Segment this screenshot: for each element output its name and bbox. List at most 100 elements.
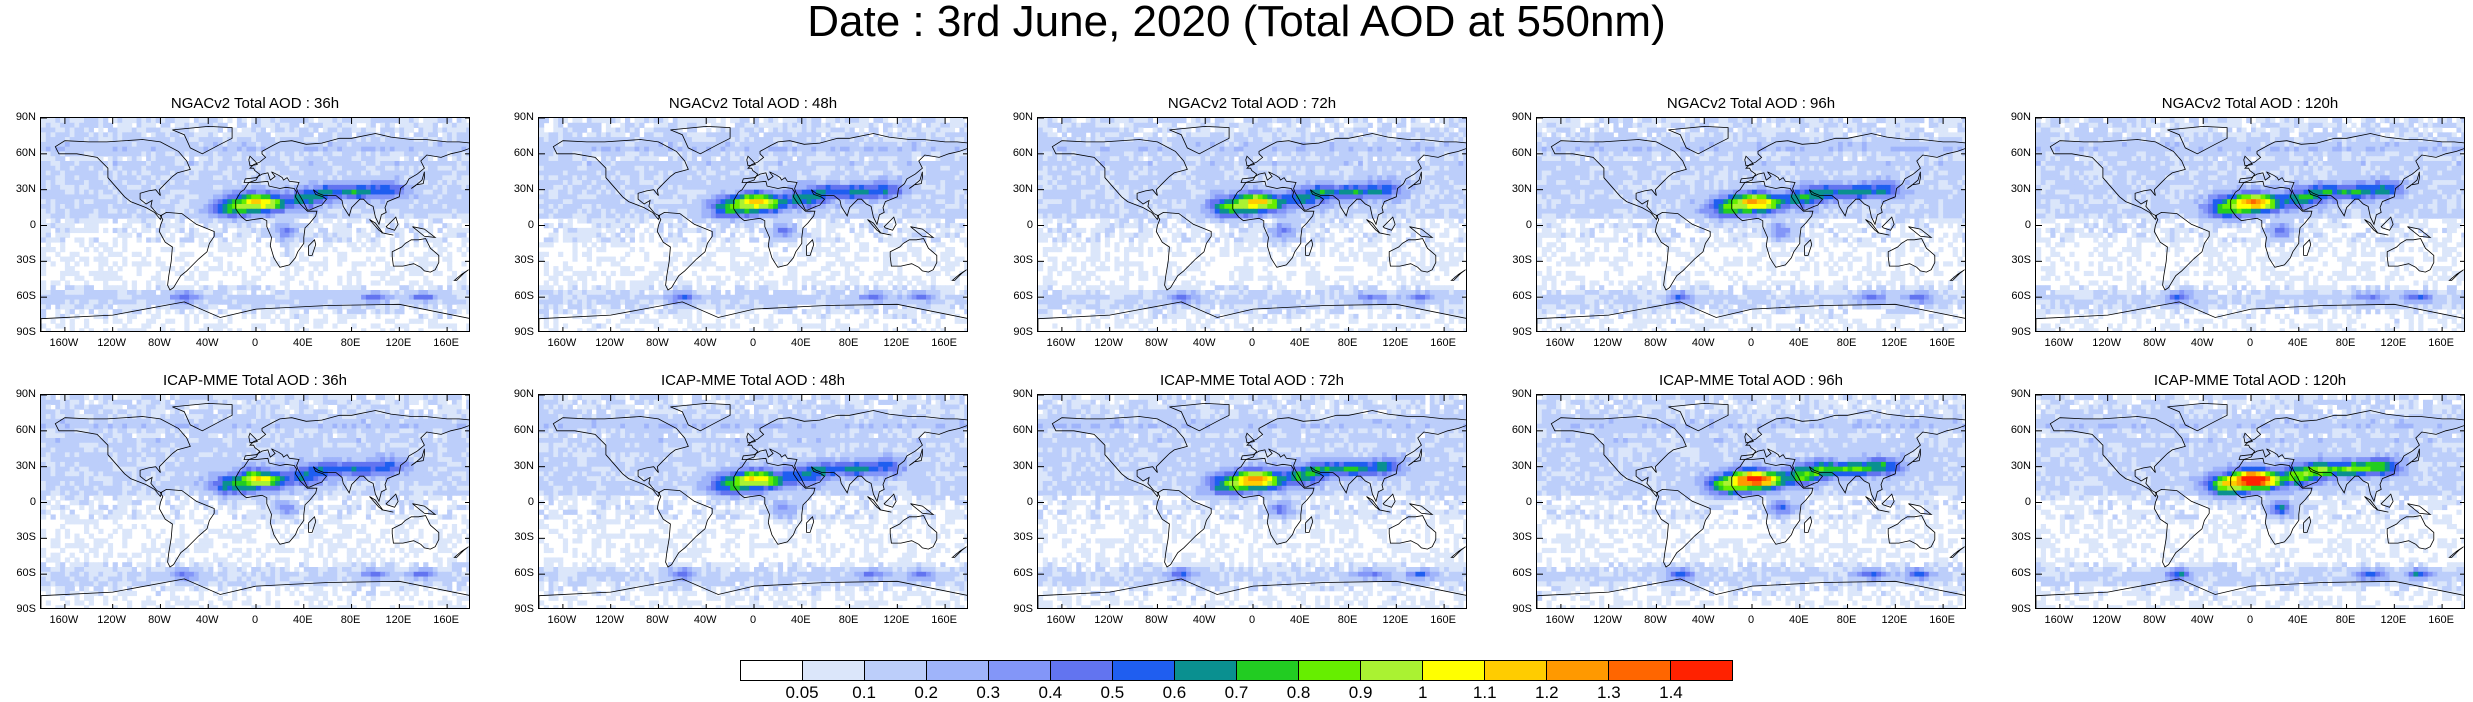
lon-tick-label: 0 xyxy=(2230,337,2270,349)
lat-tick-label: 60N xyxy=(0,424,36,436)
lat-tick-label: 30N xyxy=(1496,183,1532,195)
lat-tick-label: 60N xyxy=(1496,147,1532,159)
lat-tick-label: 90N xyxy=(1496,111,1532,123)
lon-tick-label: 120W xyxy=(1089,337,1129,349)
lon-tick-label: 80W xyxy=(2134,614,2174,626)
lat-tick-label: 30S xyxy=(1496,254,1532,266)
lon-tick-label: 120W xyxy=(590,337,630,349)
colorbar-swatch xyxy=(1609,661,1671,680)
lon-tick-label: 160W xyxy=(44,614,84,626)
lat-tick-label: 30S xyxy=(1995,531,2031,543)
lat-tick-label: 90S xyxy=(0,603,36,615)
panel-title: NGACv2 Total AOD : 96h xyxy=(1536,95,1966,113)
lat-tick-label: 30N xyxy=(997,460,1033,472)
lat-tick-label: 60N xyxy=(1496,424,1532,436)
lon-tick-label: 80W xyxy=(139,337,179,349)
lat-tick-label: 90S xyxy=(0,326,36,338)
lat-tick-label: 60S xyxy=(1995,290,2031,302)
colorbar-swatch xyxy=(1175,661,1237,680)
lat-tick-label: 90N xyxy=(1995,388,2031,400)
lon-tick-label: 80W xyxy=(1635,337,1675,349)
lat-tick-label: 60S xyxy=(498,290,534,302)
colorbar-swatch xyxy=(741,661,803,680)
colorbar-swatch xyxy=(1485,661,1547,680)
aod-colorbar xyxy=(740,660,1733,681)
lat-tick-label: 60S xyxy=(997,567,1033,579)
lon-tick-label: 40W xyxy=(685,614,725,626)
lon-tick-label: 80W xyxy=(1635,614,1675,626)
lat-tick-label: 90S xyxy=(997,603,1033,615)
aod-map xyxy=(538,394,968,609)
lon-tick-label: 120E xyxy=(1874,337,1914,349)
lat-tick-label: 30N xyxy=(1995,460,2031,472)
lon-tick-label: 160W xyxy=(542,614,582,626)
aod-map xyxy=(538,117,968,332)
colorbar-swatch xyxy=(1361,661,1423,680)
lon-tick-label: 160W xyxy=(2039,337,2079,349)
lat-tick-label: 0 xyxy=(498,219,534,231)
lon-tick-label: 160W xyxy=(542,337,582,349)
lon-tick-label: 40E xyxy=(283,614,323,626)
lon-tick-label: 160E xyxy=(1423,614,1463,626)
lat-tick-label: 30N xyxy=(997,183,1033,195)
lon-tick-label: 80E xyxy=(331,337,371,349)
lon-tick-label: 160E xyxy=(2421,614,2461,626)
lon-tick-label: 80E xyxy=(1827,614,1867,626)
lon-tick-label: 120E xyxy=(378,614,418,626)
lon-tick-label: 0 xyxy=(733,614,773,626)
colorbar-label: 0.05 xyxy=(782,684,822,701)
colorbar-swatch xyxy=(989,661,1051,680)
lon-tick-label: 120E xyxy=(2373,337,2413,349)
panel-title: ICAP-MME Total AOD : 36h xyxy=(40,372,470,390)
colorbar-swatch xyxy=(1299,661,1361,680)
lat-tick-label: 60N xyxy=(0,147,36,159)
lon-tick-label: 120W xyxy=(1588,614,1628,626)
lat-tick-label: 90S xyxy=(1995,326,2031,338)
lon-tick-label: 40W xyxy=(1683,337,1723,349)
lon-tick-label: 160E xyxy=(426,337,466,349)
lon-tick-label: 120E xyxy=(2373,614,2413,626)
lon-tick-label: 120W xyxy=(590,614,630,626)
lat-tick-label: 90N xyxy=(1995,111,2031,123)
lat-tick-label: 0 xyxy=(498,496,534,508)
lat-tick-label: 60S xyxy=(1496,567,1532,579)
aod-map xyxy=(40,117,470,332)
lon-tick-label: 40E xyxy=(781,614,821,626)
lon-tick-label: 80E xyxy=(829,614,869,626)
lon-tick-label: 40W xyxy=(1683,614,1723,626)
lon-tick-label: 120W xyxy=(2087,337,2127,349)
aod-map xyxy=(2035,117,2465,332)
lon-tick-label: 40W xyxy=(2182,614,2222,626)
colorbar-swatch xyxy=(927,661,989,680)
aod-map xyxy=(1536,394,1966,609)
lon-tick-label: 40E xyxy=(1280,337,1320,349)
lon-tick-label: 40E xyxy=(283,337,323,349)
lon-tick-label: 0 xyxy=(733,337,773,349)
lon-tick-label: 80E xyxy=(2326,337,2366,349)
lat-tick-label: 90N xyxy=(0,388,36,400)
colorbar-swatch xyxy=(803,661,865,680)
lon-tick-label: 40E xyxy=(2278,337,2318,349)
lon-tick-label: 40W xyxy=(1184,614,1224,626)
lon-tick-label: 120E xyxy=(1375,614,1415,626)
lat-tick-label: 0 xyxy=(997,496,1033,508)
aod-map xyxy=(1536,117,1966,332)
colorbar-swatch xyxy=(1423,661,1485,680)
lon-tick-label: 80E xyxy=(1328,337,1368,349)
lon-tick-label: 40E xyxy=(1280,614,1320,626)
lon-tick-label: 120W xyxy=(92,337,132,349)
lat-tick-label: 60S xyxy=(1496,290,1532,302)
lat-tick-label: 90N xyxy=(997,388,1033,400)
panel-title: NGACv2 Total AOD : 120h xyxy=(2035,95,2465,113)
lat-tick-label: 60S xyxy=(0,567,36,579)
lon-tick-label: 40W xyxy=(2182,337,2222,349)
colorbar-swatch xyxy=(1113,661,1175,680)
lon-tick-label: 80E xyxy=(2326,614,2366,626)
lat-tick-label: 30N xyxy=(498,460,534,472)
colorbar-label: 0.8 xyxy=(1279,684,1319,701)
lat-tick-label: 60N xyxy=(498,147,534,159)
